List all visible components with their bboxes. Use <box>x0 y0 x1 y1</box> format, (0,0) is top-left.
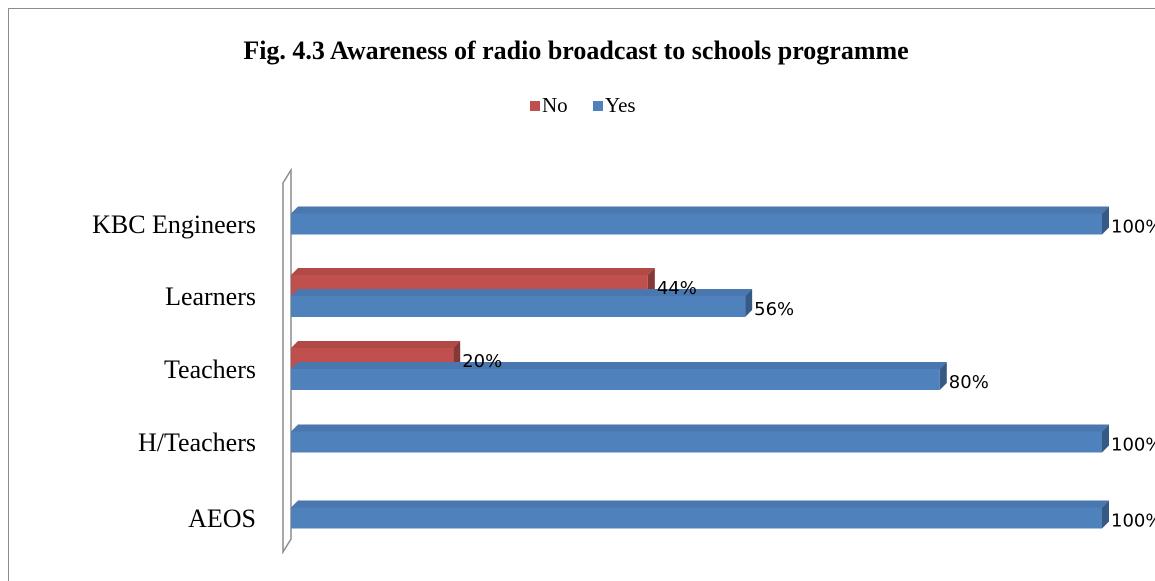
category-label: H/Teachers <box>138 428 256 457</box>
bar-side-face <box>1102 424 1109 453</box>
bar-front-face <box>291 369 940 390</box>
legend-label-yes: Yes <box>605 93 636 117</box>
data-label: 100% <box>1111 435 1155 456</box>
bar-side-face <box>745 289 753 317</box>
bar-top-face <box>291 206 1109 214</box>
legend: No Yes <box>530 93 636 117</box>
bar-front-face <box>291 213 1102 235</box>
bar-side-face <box>1102 500 1109 529</box>
data-label: 56% <box>754 299 794 320</box>
bar-side-face <box>1102 206 1109 235</box>
chart-title: Fig. 4.3 Awareness of radio broadcast to… <box>243 36 908 65</box>
category-label: Teachers <box>164 355 256 384</box>
value-labels: 100% 44% 56% 20% 80% 100% 100% <box>462 217 1155 532</box>
category-label: AEOS <box>188 504 256 533</box>
data-label: 44% <box>657 278 697 299</box>
bar-top-face <box>291 500 1109 508</box>
bar-yes <box>291 289 753 317</box>
data-label: 100% <box>1111 217 1155 238</box>
data-label: 20% <box>462 351 502 372</box>
bar-yes <box>291 500 1109 529</box>
legend-swatch-no <box>530 101 540 111</box>
bar-top-face <box>291 424 1109 432</box>
bar-side-face <box>939 362 947 390</box>
bar-yes <box>291 206 1109 235</box>
bar-top-face <box>291 362 947 369</box>
chart-frame <box>8 8 1155 581</box>
bar-yes <box>291 424 1109 453</box>
data-label: 80% <box>949 372 989 393</box>
bar-front-face <box>291 296 746 317</box>
bar-yes <box>291 362 947 390</box>
legend-label-no: No <box>542 93 568 117</box>
category-label: KBC Engineers <box>92 210 256 239</box>
axis-wall <box>282 167 292 555</box>
legend-swatch-yes <box>593 101 603 111</box>
bar-front-face <box>291 431 1102 453</box>
category-labels: KBC Engineers Learners Teachers H/Teachers A… <box>92 210 256 533</box>
bar-top-face <box>291 289 753 296</box>
bar-front-face <box>291 507 1102 529</box>
bar-top-face <box>291 341 461 348</box>
bars <box>291 206 1109 529</box>
data-label: 100% <box>1111 511 1155 532</box>
category-label: Learners <box>165 282 256 311</box>
bar-top-face <box>291 268 655 275</box>
